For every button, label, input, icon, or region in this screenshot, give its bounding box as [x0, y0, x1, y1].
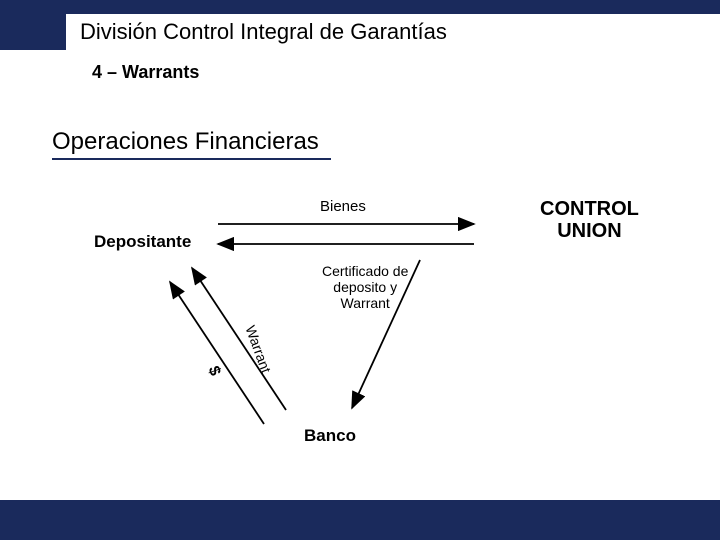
edge-dollar [170, 282, 264, 424]
node-banco: Banco [304, 426, 356, 446]
header-accent [58, 14, 64, 50]
cert-line2: deposito y [333, 279, 397, 295]
label-certificado: Certificado de deposito y Warrant [322, 263, 408, 311]
footer-bar [0, 500, 720, 540]
section-title: Operaciones Financieras [52, 128, 331, 160]
subheading: 4 – Warrants [92, 62, 199, 83]
label-dollar: $ [204, 364, 224, 379]
cert-line1: Certificado de [322, 263, 408, 279]
label-bienes: Bienes [320, 198, 366, 215]
node-control-union: CONTROL UNION [540, 198, 639, 242]
control-union-line2: UNION [557, 220, 621, 242]
control-union-line1: CONTROL [540, 198, 639, 220]
label-warrant: Warrant [242, 323, 274, 375]
header-tab: División Control Integral de Garantías [66, 14, 720, 50]
header-title: División Control Integral de Garantías [80, 19, 447, 45]
edge-warrant [192, 268, 286, 410]
node-depositante: Depositante [94, 232, 191, 252]
cert-line3: Warrant [341, 295, 390, 311]
